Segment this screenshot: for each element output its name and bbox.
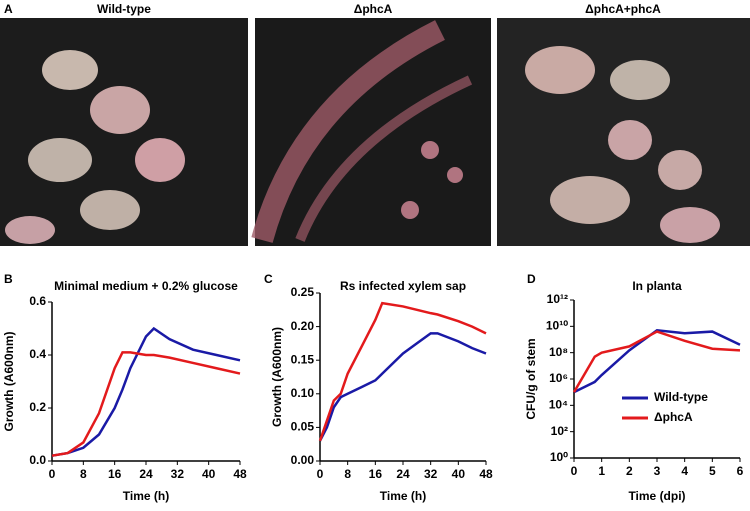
x-tick-label: 32 [424, 467, 438, 481]
x-tick-label: 5 [709, 464, 716, 478]
x-tick-label: 0 [571, 464, 578, 478]
x-tick-label: 6 [737, 464, 744, 478]
y-tick-label: 0.0 [29, 453, 46, 467]
photo-wild-type [0, 18, 248, 246]
y-tick-label: 0.05 [291, 420, 315, 434]
y-tick-label: 0.4 [29, 347, 46, 361]
y-tick-label: 0.2 [29, 400, 46, 414]
x-tick-label: 1 [598, 464, 605, 478]
series-line [572, 330, 741, 393]
y-axis-label: Growth (A600nm) [270, 327, 284, 427]
y-tick-label: 10² [551, 424, 568, 438]
x-tick-label: 8 [344, 467, 351, 481]
panel-letter: C [264, 272, 273, 286]
y-axis-label: Growth (A600nm) [2, 331, 16, 431]
x-tick-label: 48 [479, 467, 493, 481]
photo-label: ΔphcA [354, 2, 393, 16]
legend-label: Wild-type [654, 390, 708, 404]
chart-title: Rs infected xylem sap [340, 279, 466, 293]
x-axis-label: Time (h) [123, 489, 169, 503]
y-tick-label: 10¹⁰ [546, 319, 568, 333]
panel-letter: D [527, 272, 536, 286]
y-tick-label: 10⁴ [549, 398, 568, 412]
x-tick-label: 0 [49, 467, 56, 481]
photo-label: ΔphcA+phcA [585, 2, 661, 16]
y-tick-label: 0.20 [291, 319, 315, 333]
x-tick-label: 40 [452, 467, 466, 481]
y-tick-label: 0.15 [291, 352, 315, 366]
chart-title: Minimal medium + 0.2% glucose [54, 279, 238, 293]
y-tick-label: 0.10 [291, 386, 315, 400]
legend-label: ΔphcA [654, 410, 693, 424]
x-tick-label: 3 [654, 464, 661, 478]
x-tick-label: 24 [139, 467, 153, 481]
x-tick-label: 48 [233, 467, 247, 481]
series-line [573, 329, 741, 394]
x-tick-label: 16 [108, 467, 122, 481]
photo-complemented [497, 18, 750, 246]
y-tick-label: 10⁰ [550, 450, 568, 464]
photo-label: Wild-type [97, 2, 151, 16]
y-tick-label: 10⁶ [549, 371, 568, 385]
y-axis-label: CFU/g of stem [524, 338, 538, 419]
y-tick-label: 0.25 [291, 285, 315, 299]
y-tick-label: 0.00 [291, 453, 315, 467]
photo-phca [251, 18, 491, 246]
x-axis-label: Time (h) [380, 489, 426, 503]
x-tick-label: 24 [396, 467, 410, 481]
series-line [51, 351, 241, 457]
panel-letter: B [4, 272, 13, 286]
chart-title: In planta [632, 279, 682, 293]
x-tick-label: 32 [171, 467, 185, 481]
x-axis-label: Time (dpi) [628, 489, 685, 503]
x-tick-label: 0 [317, 467, 324, 481]
x-tick-label: 8 [80, 467, 87, 481]
panel-letter: A [4, 2, 13, 16]
x-tick-label: 16 [369, 467, 383, 481]
y-tick-label: 0.6 [29, 294, 46, 308]
series-line [51, 326, 241, 457]
x-tick-label: 4 [681, 464, 688, 478]
x-tick-label: 40 [202, 467, 216, 481]
y-tick-label: 10¹² [547, 292, 568, 306]
series-line [318, 301, 487, 442]
y-tick-label: 10⁸ [549, 345, 568, 359]
x-tick-label: 2 [626, 464, 633, 478]
series-line [318, 332, 487, 442]
